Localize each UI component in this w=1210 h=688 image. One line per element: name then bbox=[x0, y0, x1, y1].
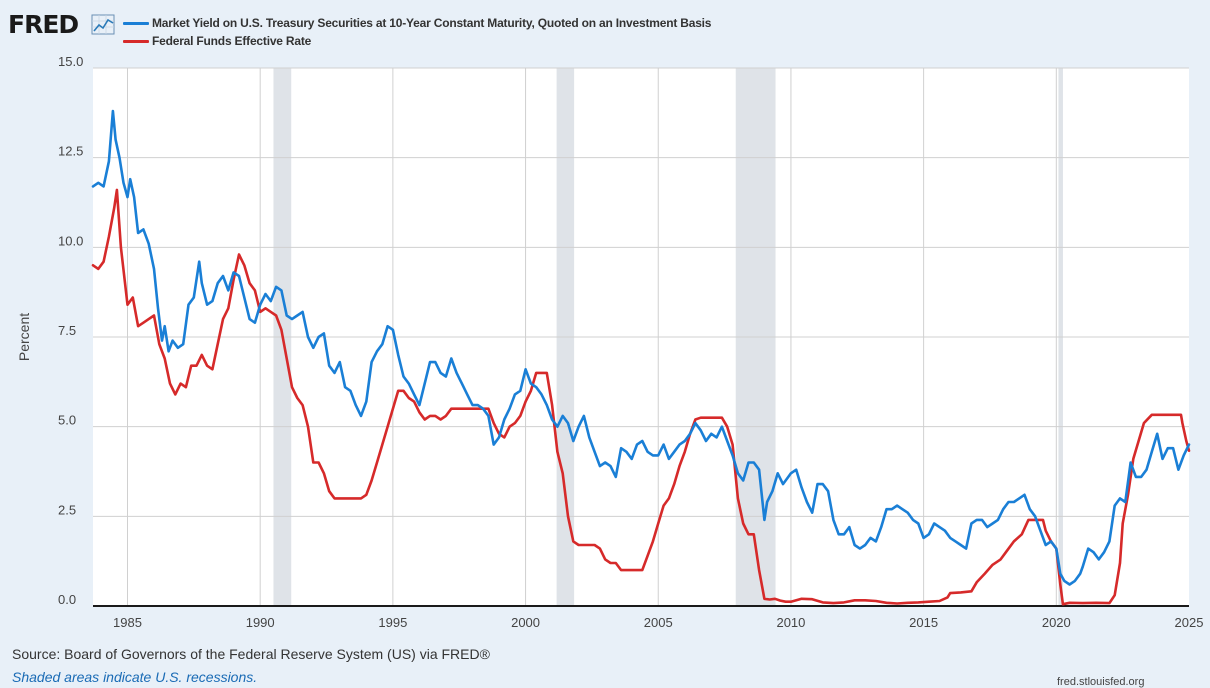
legend-swatch-fedfunds bbox=[123, 40, 149, 43]
x-tick-label: 1985 bbox=[113, 615, 142, 630]
y-tick-label: 15.0 bbox=[58, 54, 83, 69]
x-tick-label: 2025 bbox=[1175, 615, 1204, 630]
recession-note[interactable]: Shaded areas indicate U.S. recessions. bbox=[12, 669, 258, 685]
y-tick-label: 10.0 bbox=[58, 233, 83, 248]
x-tick-label: 2005 bbox=[644, 615, 673, 630]
x-tick-label: 2020 bbox=[1042, 615, 1071, 630]
x-tick-label: 2015 bbox=[909, 615, 938, 630]
line-chart-icon bbox=[91, 14, 115, 35]
source-line: Source: Board of Governors of the Federa… bbox=[12, 646, 490, 662]
x-tick-label: 1990 bbox=[246, 615, 275, 630]
y-tick-label: 2.5 bbox=[58, 502, 76, 517]
chart-header: FRED Market Yield on U.S. Treasury Secur… bbox=[0, 0, 1210, 60]
y-axis-label: Percent bbox=[16, 313, 32, 361]
legend-label-treasury: Market Yield on U.S. Treasury Securities… bbox=[152, 16, 712, 30]
x-tick-label: 2010 bbox=[776, 615, 805, 630]
series-line-treasury bbox=[91, 109, 1191, 586]
y-tick-label: 0.0 bbox=[58, 592, 76, 607]
y-tick-label: 5.0 bbox=[58, 413, 76, 428]
chart-plot[interactable]: 0.0 2.5 5.0 7.5 10.0 12.5 15.0 1985 1990 1995 2000… bbox=[0, 0, 1210, 640]
legend-label-fedfunds: Federal Funds Effective Rate bbox=[152, 34, 312, 48]
footer-url[interactable]: fred.stlouisfed.org bbox=[1057, 676, 1145, 688]
x-tick-label: 2000 bbox=[511, 615, 540, 630]
legend-swatch-treasury bbox=[123, 22, 149, 25]
series-line-fedfunds bbox=[91, 188, 1191, 606]
y-tick-label: 7.5 bbox=[58, 323, 76, 338]
fred-logo[interactable]: FRED bbox=[8, 10, 79, 39]
y-tick-label: 12.5 bbox=[58, 144, 83, 159]
x-tick-label: 1995 bbox=[378, 615, 407, 630]
